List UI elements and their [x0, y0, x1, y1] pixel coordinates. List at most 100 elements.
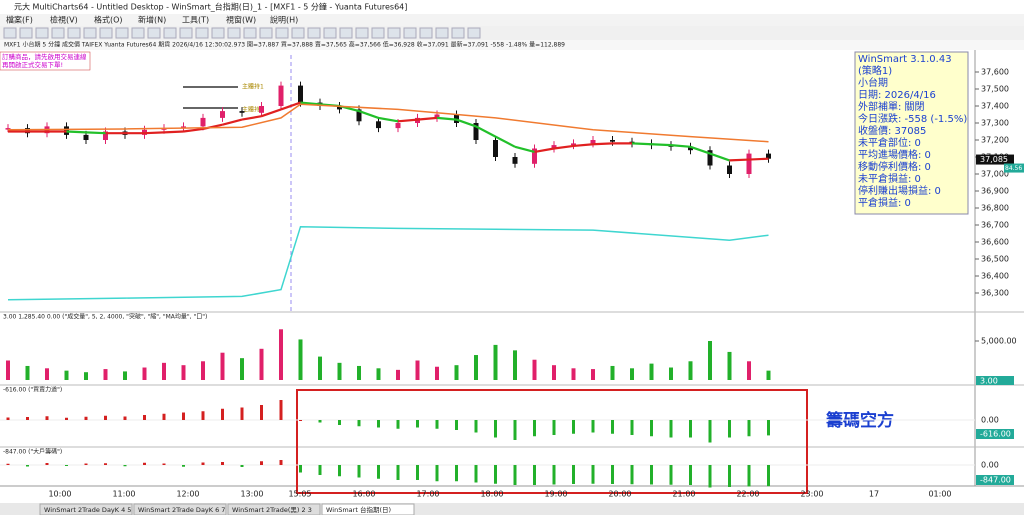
toolbar-button[interactable]: [355, 27, 369, 39]
toolbar-button[interactable]: [51, 27, 65, 39]
tab-label[interactable]: WinSmart 台指期(日): [326, 505, 391, 514]
chips-bar: [240, 465, 244, 467]
toolbar-button[interactable]: [179, 27, 193, 39]
candle: [376, 121, 381, 129]
menu-item[interactable]: 檔案(F): [6, 15, 33, 25]
menu-item[interactable]: 檢視(V): [50, 15, 78, 25]
tab-label[interactable]: WinSmart 2Trade DayK 4 5: [44, 506, 131, 514]
price-tick-label: 36,400: [981, 272, 1009, 281]
cyan-line: [7, 225, 769, 301]
toolbar-button[interactable]: [67, 27, 81, 39]
volume-bar: [64, 370, 69, 380]
tab-label[interactable]: WinSmart 2Trade(黑) 2 3: [232, 506, 312, 514]
power-bar: [318, 420, 322, 423]
chips-bar: [6, 463, 10, 465]
notice: 訂購商品，請先啟用交易連線: [2, 52, 87, 61]
candle: [337, 106, 342, 110]
chips-bar: [474, 465, 478, 483]
tab[interactable]: [321, 503, 415, 515]
power-bar: [221, 408, 224, 420]
toolbar-button[interactable]: [435, 27, 449, 39]
volume-bar: [747, 361, 751, 380]
time-label: 12:00: [176, 490, 199, 499]
info-line: 收盤價: 37085: [858, 124, 926, 137]
toolbar-button[interactable]: [147, 27, 161, 39]
toolbar-button[interactable]: [451, 27, 465, 39]
toolbar-button[interactable]: [275, 27, 289, 39]
panel-label: 3.00 1,285.40 0.00 ("成交量", 5, 2, 4000, "…: [3, 313, 207, 321]
toolbar-button[interactable]: [163, 27, 177, 39]
menu-item[interactable]: 格式(O): [94, 15, 123, 25]
power-tag: [976, 429, 1014, 439]
power-bar: [377, 420, 380, 428]
toolbar-button[interactable]: [259, 27, 273, 39]
time-label: 11:00: [112, 490, 135, 499]
ma-segment: [690, 145, 711, 155]
toolbar-button[interactable]: [83, 27, 97, 39]
ma-segment: [85, 131, 106, 135]
toolbar-button[interactable]: [371, 27, 385, 39]
toolbar-button[interactable]: [339, 27, 353, 39]
power-bar: [689, 420, 692, 438]
ma-segment: [456, 118, 477, 128]
toolbar-button[interactable]: [291, 27, 305, 39]
chips-bar: [396, 465, 400, 480]
tab[interactable]: [39, 503, 133, 515]
toolbar-button[interactable]: [323, 27, 337, 39]
menu-item[interactable]: 新增(N): [138, 15, 166, 25]
menu-item[interactable]: 說明(H): [270, 15, 298, 25]
window-title: 元大 MultiCharts64 - Untitled Desktop - Wi…: [14, 2, 407, 12]
volume-bar: [708, 341, 712, 380]
marker-label: 主體持2: [242, 106, 264, 114]
candle: [473, 123, 479, 140]
ma-segment: [397, 118, 418, 123]
toolbar-button[interactable]: [3, 27, 17, 39]
toolbar-button[interactable]: [307, 27, 321, 39]
tab[interactable]: [133, 503, 227, 515]
chips-bar: [494, 465, 497, 484]
toolbar-button[interactable]: [467, 27, 481, 39]
toolbar-button[interactable]: [131, 27, 145, 39]
info-line: 平均進場價格: 0: [858, 148, 931, 161]
power-bar: [26, 417, 29, 420]
time-label: 13:00: [240, 490, 263, 499]
candle: [83, 134, 89, 140]
ma-segment: [514, 145, 535, 153]
time-label: 23:00: [800, 490, 823, 499]
chips-bar: [611, 465, 614, 484]
volume-bar: [649, 363, 654, 380]
menu-item[interactable]: 視窗(W): [226, 15, 256, 25]
ma-segment: [241, 115, 262, 121]
toolbar-button[interactable]: [211, 27, 225, 39]
toolbar-button[interactable]: [387, 27, 401, 39]
volume-bar: [123, 371, 127, 380]
toolbar-button[interactable]: [243, 27, 257, 39]
time-label: 16:00: [352, 490, 375, 499]
menu-item[interactable]: 工具(T): [182, 16, 209, 25]
toolbar-button[interactable]: [99, 27, 113, 39]
chips-bar: [708, 465, 712, 488]
tab-label[interactable]: WinSmart 2Trade DayK 6 7: [138, 506, 225, 514]
toolbar-button[interactable]: [195, 27, 209, 39]
toolbar-button[interactable]: [227, 27, 241, 39]
ma-segment: [163, 130, 184, 134]
power-bar: [728, 420, 731, 438]
power-bar: [435, 420, 439, 429]
chips-bar: [123, 465, 127, 467]
power-bar: [669, 420, 673, 438]
candle: [5, 128, 11, 130]
info-line: 今日漲跌: -558 (-1.5%): [858, 112, 967, 125]
time-label: 18:00: [480, 490, 503, 499]
tab[interactable]: [227, 503, 321, 515]
toolbar-button[interactable]: [19, 27, 33, 39]
candle: [278, 85, 284, 106]
toolbar-button[interactable]: [35, 27, 49, 39]
volume-bar: [240, 358, 244, 380]
volume-bar: [220, 352, 225, 380]
ma-segment: [261, 108, 282, 118]
toolbar-button[interactable]: [403, 27, 417, 39]
toolbar-button[interactable]: [419, 27, 433, 39]
toolbar-button[interactable]: [115, 27, 129, 39]
ma-segment: [475, 125, 497, 138]
ma-segment: [436, 116, 457, 121]
